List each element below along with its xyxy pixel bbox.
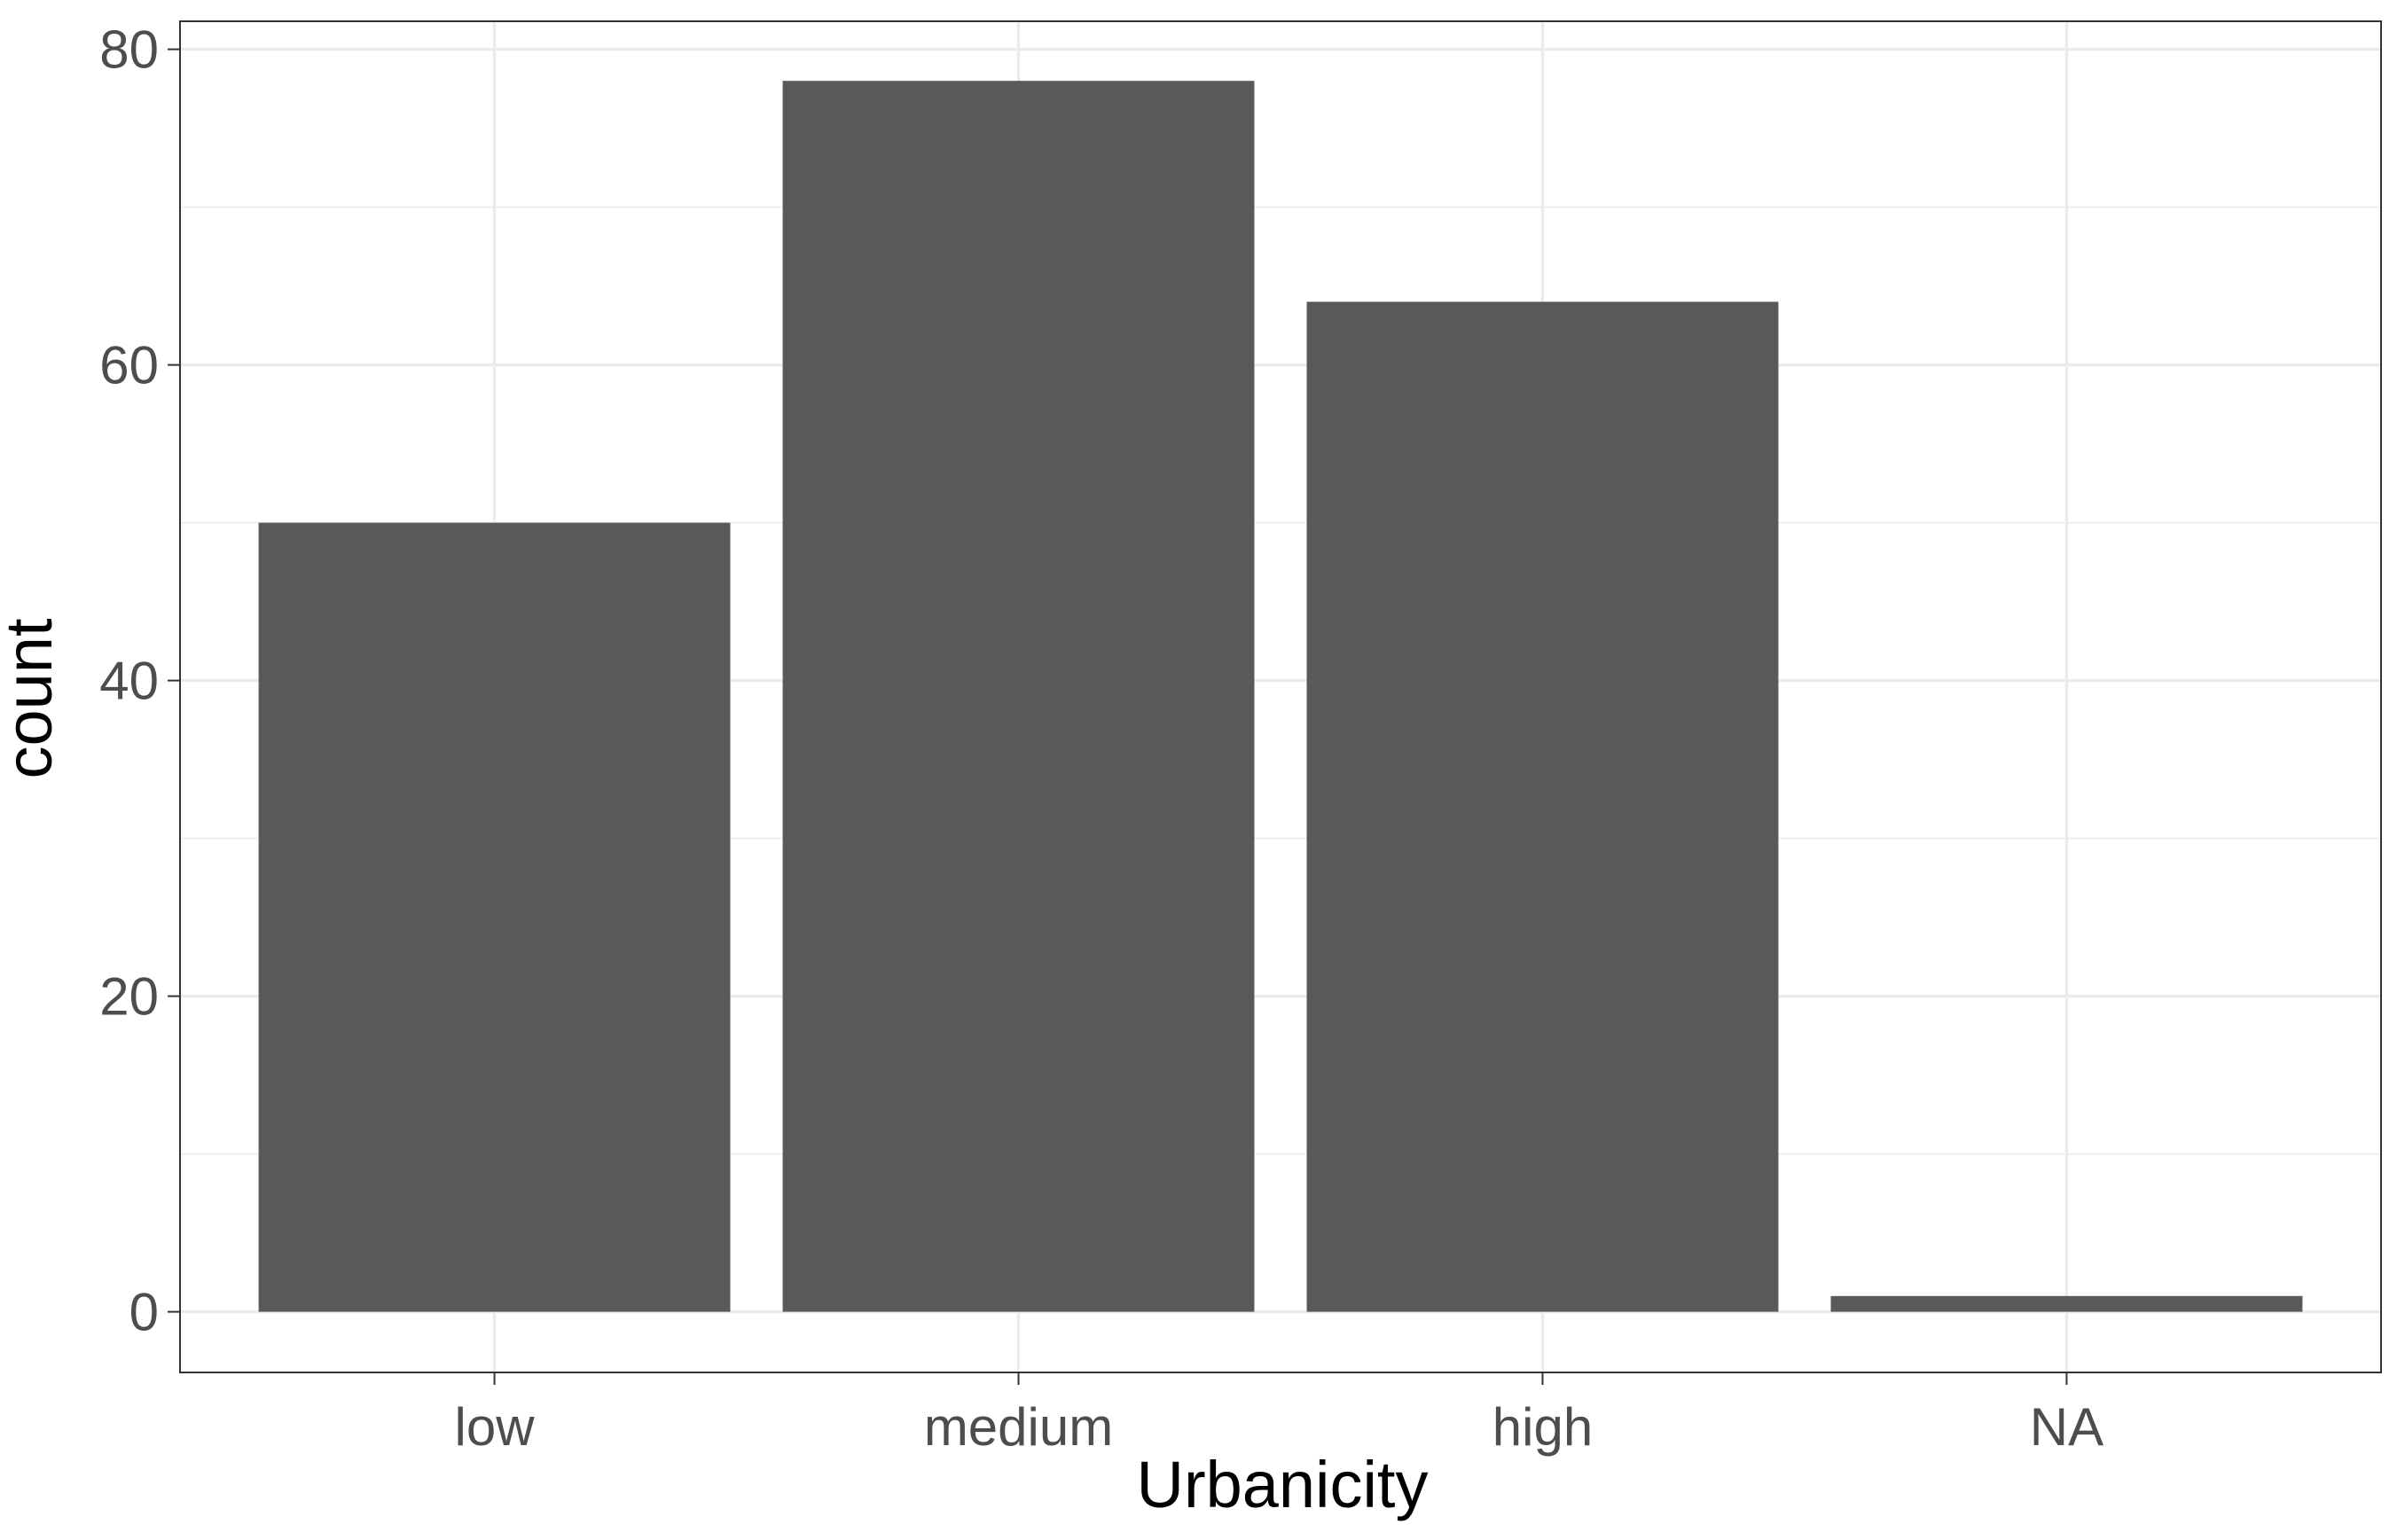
y-axis-title: count (0, 618, 66, 778)
bar-high (1306, 301, 1779, 1312)
y-tick-label: 20 (99, 967, 159, 1027)
axis-ticks (168, 48, 2068, 1385)
y-tick-label: 40 (99, 652, 159, 711)
bar-medium (782, 81, 1255, 1312)
panel-border (179, 20, 2382, 1373)
y-tick-labels: 0 20 40 60 80 (99, 20, 159, 1342)
bar-na (1830, 1295, 2303, 1312)
bars (258, 81, 2303, 1312)
x-tick-label: high (1492, 1397, 1593, 1457)
x-tick-label: NA (2030, 1397, 2103, 1457)
y-tick-label: 80 (99, 20, 159, 80)
bar-low (258, 522, 731, 1312)
x-axis-title: Urbanicity (1137, 1448, 1429, 1521)
y-tick-label: 0 (129, 1283, 159, 1342)
x-tick-label: medium (924, 1397, 1113, 1457)
y-tick-label: 60 (99, 336, 159, 395)
x-tick-labels: low medium high NA (455, 1397, 2104, 1457)
x-tick-label: low (455, 1397, 536, 1457)
